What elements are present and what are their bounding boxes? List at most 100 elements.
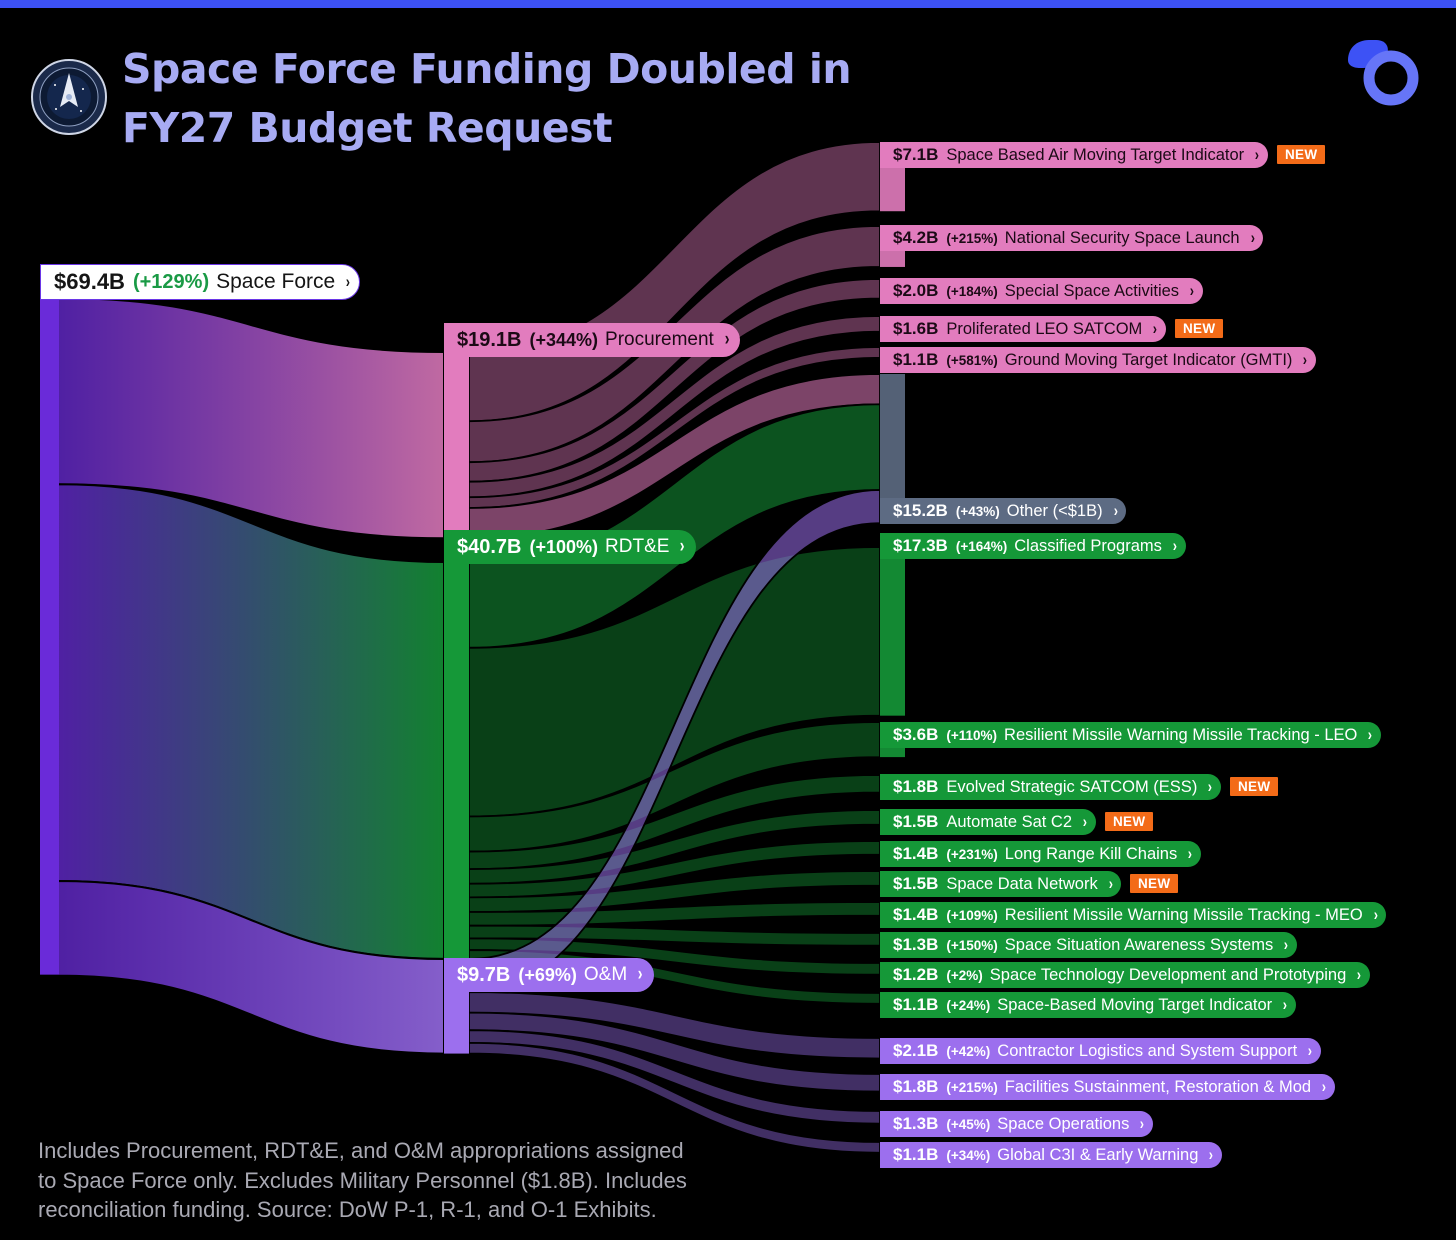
procurement-change: (+344%)	[529, 329, 599, 350]
chevron-right-icon: ›	[1282, 995, 1288, 1014]
node-bar-other-1b	[880, 374, 905, 523]
classified-programs-change: (+164%)	[955, 538, 1008, 554]
footnote-line-1: Includes Procurement, RDT&E, and O&M app…	[38, 1138, 684, 1163]
new-badge: NEW	[1130, 874, 1179, 893]
facilities-sustainment-restoration-mod-name: Facilities Sustainment, Restoration & Mo…	[1004, 1077, 1312, 1096]
space-force-name: Space Force	[216, 270, 336, 293]
label-facilities-sustainment-restoration-mod[interactable]: $1.8B (+215%) Facilities Sustainment, Rest…	[880, 1074, 1335, 1100]
new-badge: NEW	[1105, 812, 1154, 831]
chevron-right-icon: ›	[1303, 350, 1308, 369]
new-badge: NEW	[1175, 319, 1224, 338]
automate-sat-c2-name: Automate Sat C2	[946, 812, 1073, 831]
label-space-operations[interactable]: $1.3B (+45%) Space Operations ›	[880, 1111, 1154, 1137]
space-situation-awareness-systems-name: Space Situation Awareness Systems	[1004, 935, 1274, 954]
om-amount: $9.7B	[457, 963, 511, 986]
evolved-strategic-satcom-ess-amount: $1.8B	[893, 777, 939, 796]
label-rdte[interactable]: $40.7B (+100%) RDT&E ›	[444, 530, 696, 564]
om-change: (+69%)	[518, 964, 577, 985]
label-special-space-activities[interactable]: $2.0B (+184%) Special Space Activities ›	[880, 278, 1203, 304]
top-accent-bar	[0, 0, 1456, 8]
node-bar-rdte	[444, 562, 469, 959]
evolved-strategic-satcom-ess-name: Evolved Strategic SATCOM (ESS)	[946, 777, 1198, 796]
label-automate-sat-c2[interactable]: $1.5B Automate Sat C2 ›	[880, 809, 1096, 835]
label-national-security-space-launch[interactable]: $4.2B (+215%) National Security Space Laun…	[880, 225, 1264, 251]
national-security-space-launch-name: National Security Space Launch	[1004, 228, 1240, 247]
ground-moving-target-indicator-gmti-amount: $1.1B	[893, 350, 939, 369]
label-procurement[interactable]: $19.1B (+344%) Procurement ›	[444, 323, 741, 357]
space-operations-change: (+45%)	[946, 1116, 991, 1132]
footnote-line-2: to Space Force only. Excludes Military P…	[38, 1167, 687, 1193]
space-operations-amount: $1.3B	[893, 1114, 939, 1133]
chevron-right-icon: ›	[680, 536, 685, 557]
label-ground-moving-target-indicator-gmti[interactable]: $1.1B (+581%) Ground Moving Target Indicat…	[880, 347, 1317, 373]
facilities-sustainment-restoration-mod-change: (+215%)	[946, 1079, 998, 1095]
label-resilient-missile-warning-missile-tracking-leo[interactable]: $3.6B (+110%) Resilient Missile Warning Mi…	[880, 722, 1382, 748]
label-evolved-strategic-satcom-ess[interactable]: $1.8B Evolved Strategic SATCOM (ESS) ›	[880, 774, 1221, 800]
other-1b-amount: $15.2B	[893, 501, 948, 520]
label-resilient-missile-warning-missile-tracking-meo[interactable]: $1.4B (+109%) Resilient Missile Warning Mi…	[880, 902, 1387, 928]
chevron-right-icon: ›	[1108, 874, 1113, 893]
new-badge: NEW	[1230, 777, 1279, 796]
label-classified-programs[interactable]: $17.3B (+164%) Classified Programs ›	[880, 533, 1186, 559]
space-based-moving-target-indicator-name: Space-Based Moving Target Indicator	[997, 995, 1273, 1014]
ground-moving-target-indicator-gmti-change: (+581%)	[946, 352, 998, 368]
facilities-sustainment-restoration-mod-amount: $1.8B	[893, 1077, 939, 1096]
special-space-activities-change: (+184%)	[946, 283, 998, 299]
national-security-space-launch-amount: $4.2B	[893, 228, 939, 247]
resilient-missile-warning-missile-tracking-leo-name: Resilient Missile Warning Missile Tracki…	[1004, 725, 1358, 744]
new-badge: NEW	[1277, 145, 1326, 164]
long-range-kill-chains-change: (+231%)	[946, 846, 998, 862]
space-technology-development-and-prototyping-name: Space Technology Development and Prototy…	[989, 965, 1347, 984]
label-space-data-network[interactable]: $1.5B Space Data Network ›	[880, 871, 1122, 897]
contractor-logistics-and-system-support-name: Contractor Logistics and System Support	[997, 1041, 1298, 1060]
contractor-logistics-and-system-support-amount: $2.1B	[893, 1041, 939, 1060]
chevron-right-icon: ›	[1187, 844, 1193, 863]
chevron-right-icon: ›	[1208, 777, 1213, 796]
chevron-right-icon: ›	[1283, 935, 1289, 954]
label-global-c3i-early-warning[interactable]: $1.1B (+34%) Global C3I & Early Warning ›	[880, 1142, 1223, 1168]
label-space-technology-development-and-prototyping[interactable]: $1.2B (+2%) Space Technology Development a…	[880, 962, 1370, 988]
chevron-right-icon: ›	[1082, 812, 1087, 831]
space-force-change: (+129%)	[132, 270, 210, 293]
long-range-kill-chains-name: Long Range Kill Chains	[1004, 844, 1178, 863]
special-space-activities-amount: $2.0B	[893, 281, 939, 300]
chevron-right-icon: ›	[1254, 145, 1260, 164]
footnote: Includes Procurement, RDT&E, and O&M app…	[38, 1136, 758, 1225]
space-based-air-moving-target-indicator-amount: $7.1B	[893, 145, 939, 164]
space-force-amount: $69.4B	[54, 269, 125, 294]
label-long-range-kill-chains[interactable]: $1.4B (+231%) Long Range Kill Chains ›	[880, 841, 1201, 867]
chevron-right-icon: ›	[1356, 965, 1362, 984]
chevron-right-icon: ›	[1153, 319, 1158, 338]
chevron-right-icon: ›	[1321, 1077, 1327, 1096]
label-contractor-logistics-and-system-support[interactable]: $2.1B (+42%) Contractor Logistics and Syst…	[880, 1038, 1321, 1064]
title-line-2: FY27 Budget Request	[122, 104, 613, 152]
chevron-right-icon: ›	[345, 272, 351, 291]
title-line-1: Space Force Funding Doubled in	[122, 45, 852, 93]
rdte-name: RDT&E	[605, 536, 670, 557]
chevron-right-icon: ›	[1368, 725, 1373, 744]
procurement-amount: $19.1B	[457, 328, 522, 351]
other-1b-change: (+43%)	[955, 503, 1000, 519]
chevron-right-icon: ›	[1250, 228, 1255, 247]
label-other-1b[interactable]: $15.2B (+43%) Other (<$1B) ›	[880, 498, 1127, 524]
ground-moving-target-indicator-gmti-name: Ground Moving Target Indicator (GMTI)	[1004, 350, 1293, 369]
label-space-force[interactable]: $69.4B (+129%) Space Force ›	[40, 264, 360, 300]
label-space-based-air-moving-target-indicator[interactable]: $7.1B Space Based Air Moving Target Indic…	[880, 142, 1268, 168]
space-based-air-moving-target-indicator-name: Space Based Air Moving Target Indicator	[946, 145, 1245, 164]
space-data-network-amount: $1.5B	[893, 874, 939, 893]
resilient-missile-warning-missile-tracking-leo-amount: $3.6B	[893, 725, 939, 744]
label-space-situation-awareness-systems[interactable]: $1.3B (+150%) Space Situation Awareness Sy…	[880, 932, 1297, 958]
space-data-network-name: Space Data Network	[946, 874, 1098, 893]
label-proliferated-leo-satcom[interactable]: $1.6B Proliferated LEO SATCOM ›	[880, 316, 1166, 342]
label-space-based-moving-target-indicator[interactable]: $1.1B (+24%) Space-Based Moving Target Ind…	[880, 992, 1296, 1018]
chart-title: Space Force Funding Doubled in FY27 Budg…	[122, 40, 852, 158]
brand-logo-icon	[1348, 40, 1419, 106]
global-c3i-early-warning-name: Global C3I & Early Warning	[997, 1145, 1199, 1164]
chevron-right-icon: ›	[1172, 536, 1177, 555]
space-situation-awareness-systems-amount: $1.3B	[893, 935, 939, 954]
label-om[interactable]: $9.7B (+69%) O&M ›	[444, 958, 654, 992]
resilient-missile-warning-missile-tracking-leo-change: (+110%)	[946, 727, 998, 743]
special-space-activities-name: Special Space Activities	[1004, 281, 1180, 300]
resilient-missile-warning-missile-tracking-meo-name: Resilient Missile Warning Missile Tracki…	[1004, 905, 1363, 924]
